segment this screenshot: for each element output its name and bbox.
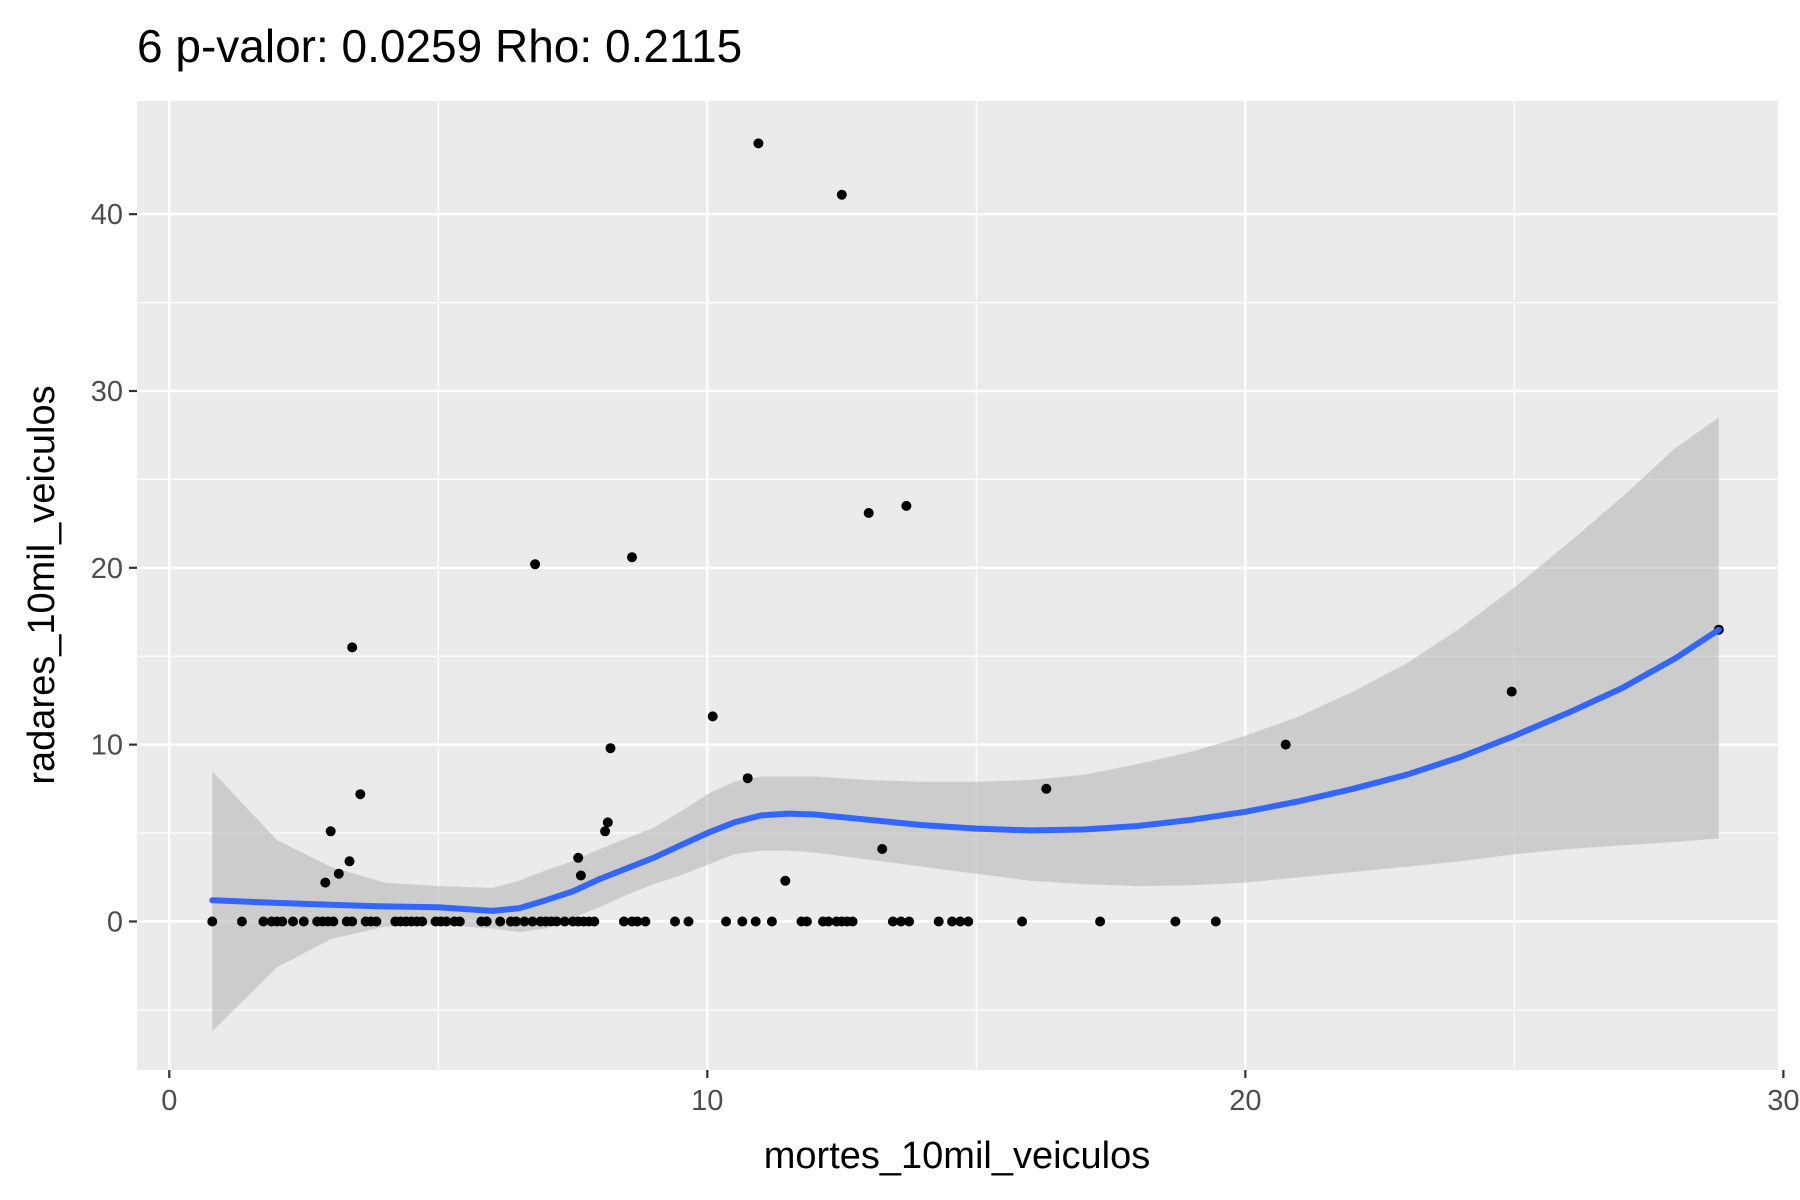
- data-point: [632, 916, 643, 927]
- data-point: [559, 916, 570, 927]
- x-axis-title: mortes_10mil_veiculos: [764, 1135, 1151, 1177]
- data-point: [947, 916, 958, 927]
- data-point: [288, 916, 298, 927]
- data-point: [901, 500, 912, 511]
- data-point: [836, 189, 847, 200]
- y-tick-label: 10: [91, 730, 123, 762]
- data-point: [847, 916, 858, 927]
- data-point: [618, 916, 629, 927]
- y-axis: 0 10 20 30 40: [91, 199, 137, 938]
- data-point: [742, 773, 753, 784]
- chart-title: 6 p-valor: 0.0259 Rho: 0.2115: [137, 20, 742, 72]
- data-point: [417, 916, 428, 927]
- data-point: [670, 916, 680, 927]
- data-point: [896, 916, 906, 927]
- y-axis-title: radares_10mil_veiculos: [21, 385, 63, 784]
- data-point: [640, 916, 651, 927]
- data-point: [766, 916, 777, 927]
- data-point: [441, 916, 452, 927]
- data-point: [1210, 916, 1221, 927]
- data-point: [519, 916, 530, 927]
- data-point: [963, 916, 974, 927]
- data-point: [605, 743, 616, 754]
- data-point: [527, 916, 538, 927]
- data-point: [551, 916, 562, 927]
- data-point: [236, 916, 247, 927]
- y-tick-label: 20: [91, 553, 123, 585]
- data-point: [737, 916, 748, 927]
- data-point: [344, 856, 355, 867]
- data-point: [887, 916, 898, 927]
- data-point: [904, 916, 915, 927]
- data-point: [481, 916, 492, 927]
- data-point: [627, 552, 637, 563]
- data-point: [683, 916, 694, 927]
- data-point: [325, 826, 336, 837]
- y-tick-label: 0: [107, 906, 123, 938]
- data-point: [707, 711, 718, 722]
- data-point: [1041, 783, 1052, 794]
- data-point: [511, 916, 522, 927]
- x-tick-label: 0: [161, 1085, 177, 1117]
- y-tick-label: 30: [91, 376, 123, 408]
- data-point: [1280, 739, 1291, 750]
- y-tick-label: 40: [91, 199, 123, 231]
- data-points: [207, 138, 1724, 927]
- data-point: [863, 508, 874, 518]
- smooth-line: [209, 626, 1722, 914]
- data-point: [721, 916, 732, 927]
- data-point: [600, 826, 611, 837]
- data-point: [277, 916, 288, 927]
- x-tick-label: 20: [1229, 1085, 1261, 1117]
- data-point: [347, 916, 358, 927]
- data-point: [355, 789, 366, 800]
- data-point: [320, 877, 331, 888]
- data-point: [933, 916, 944, 927]
- data-point: [753, 138, 764, 149]
- data-point: [328, 916, 339, 927]
- x-tick-label: 30: [1767, 1085, 1799, 1117]
- data-point: [1095, 916, 1106, 927]
- data-point: [780, 875, 791, 886]
- data-point: [575, 870, 586, 881]
- data-point: [589, 916, 600, 927]
- data-point: [495, 916, 506, 927]
- data-point: [955, 916, 966, 927]
- data-point: [877, 844, 888, 854]
- data-point: [371, 916, 382, 927]
- data-point: [1170, 916, 1181, 927]
- confidence-band: [212, 417, 1719, 1032]
- x-axis: 0 10 20 30: [161, 1070, 1800, 1117]
- data-point: [801, 916, 812, 927]
- data-point: [750, 916, 761, 927]
- data-point: [258, 916, 269, 927]
- x-tick-label: 10: [691, 1085, 723, 1117]
- data-point: [602, 817, 613, 828]
- data-point: [207, 916, 218, 927]
- data-point: [347, 642, 358, 653]
- data-point: [823, 916, 834, 927]
- data-point: [1017, 916, 1028, 927]
- data-point: [333, 868, 344, 879]
- data-point: [1506, 686, 1517, 697]
- grid-major: [137, 101, 1785, 1070]
- data-point: [573, 852, 584, 863]
- data-point: [298, 916, 309, 927]
- data-point: [530, 559, 541, 570]
- data-point: [454, 916, 465, 927]
